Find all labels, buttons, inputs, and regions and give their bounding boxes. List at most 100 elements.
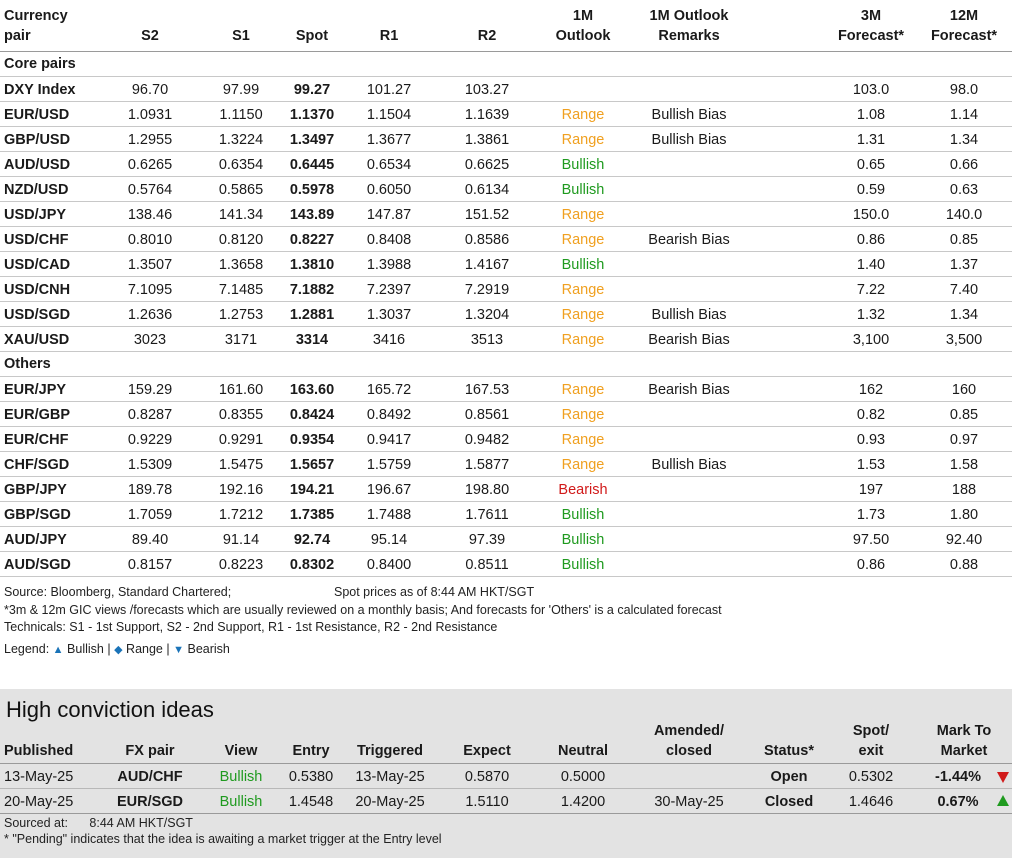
remarks-value: Bullish Bias	[651, 132, 727, 148]
legend-range: Range	[126, 641, 163, 656]
forecast-footnote: *3m & 12m GIC views /forecasts which are…	[4, 602, 722, 617]
outlook-value: Bullish	[561, 507, 605, 523]
hci-header-mtm-line2: Market	[940, 743, 988, 759]
r1-value: 1.3988	[366, 257, 412, 273]
pair-name: USD/CNH	[4, 282, 71, 298]
r1-value: 7.2397	[366, 282, 412, 298]
s1-value: 97.99	[222, 82, 260, 98]
header-r1: R1	[379, 28, 399, 44]
spot-value: 1.7385	[289, 507, 335, 523]
s2-value: 1.7059	[127, 507, 173, 523]
table-row: XAU/USD 3023 3171 3314 3416 3513 3,100 3,500 Ran…	[0, 327, 1012, 352]
header-pair-line2: pair	[4, 28, 31, 44]
r1-value: 0.9417	[366, 432, 412, 448]
hci-header-amended-line2: closed	[666, 743, 712, 759]
s1-value: 141.34	[218, 207, 264, 223]
s2-value: 189.78	[127, 482, 173, 498]
table-row: DXY Index 96.70 97.99 99.27 101.27 103.27 103.…	[0, 77, 1012, 102]
r2-value: 103.27	[464, 82, 510, 98]
f3m-value: 1.31	[856, 132, 886, 148]
spot-value: 1.5657	[289, 457, 335, 473]
f12m-value: 188	[951, 482, 977, 498]
table-row: GBP/USD 1.2955 1.3224 1.3497 1.3677 1.3861 1.3…	[0, 127, 1012, 152]
triggered-value: 13-May-25	[355, 769, 425, 785]
view-value: Bullish	[219, 794, 263, 810]
r2-value: 167.53	[464, 382, 510, 398]
r1-value: 147.87	[366, 207, 412, 223]
s2-value: 0.6265	[127, 157, 173, 173]
outlook-value: Bullish	[561, 557, 605, 573]
outlook-value: Range	[561, 307, 605, 323]
r1-value: 165.72	[366, 382, 412, 398]
pair-name: XAU/USD	[4, 332, 70, 348]
hci-header-mtm-line1: Mark To	[936, 723, 992, 739]
mtm-value: -1.44%	[935, 769, 981, 785]
outlook-value: Range	[561, 432, 605, 448]
table-body: Core pairs DXY Index 96.70 97.99 99.27 101.27…	[0, 52, 1012, 577]
pair-name: EUR/JPY	[4, 382, 67, 398]
r1-value: 101.27	[366, 82, 412, 98]
spot-value: 99.27	[293, 82, 331, 98]
notes: Source: Bloomberg, Standard Chartered; S…	[4, 584, 722, 658]
s2-value: 0.8157	[127, 557, 173, 573]
spot-value: 1.1370	[289, 107, 335, 123]
outlook-value: Range	[561, 207, 605, 223]
f3m-value: 0.86	[856, 232, 886, 248]
s1-value: 161.60	[218, 382, 264, 398]
pair-name: NZD/USD	[4, 182, 69, 198]
pair-name: AUD/JPY	[4, 532, 67, 548]
hci-header-fx-pair: FX pair	[125, 743, 175, 759]
f12m-value: 3,500	[945, 332, 983, 348]
f12m-value: 0.97	[949, 432, 979, 448]
remarks-value: Bullish Bias	[651, 107, 727, 123]
spot-time-note: Spot prices as of 8:44 AM HKT/SGT	[334, 585, 535, 599]
header-12m-line2: Forecast*	[930, 28, 998, 44]
technicals-note: Technicals: S1 - 1st Support, S2 - 2nd S…	[4, 620, 498, 634]
r2-value: 151.52	[464, 207, 510, 223]
f3m-value: 0.65	[856, 157, 886, 173]
r2-value: 1.5877	[464, 457, 510, 473]
f12m-value: 160	[951, 382, 977, 398]
s2-value: 1.2636	[127, 307, 173, 323]
f3m-value: 150.0	[852, 207, 890, 223]
table-row: USD/SGD 1.2636 1.2753 1.2881 1.3037 1.3204 1.3…	[0, 302, 1012, 327]
pair-name: CHF/SGD	[4, 457, 70, 473]
r2-value: 0.6134	[464, 182, 510, 198]
spot-value: 0.5978	[289, 182, 335, 198]
s2-value: 89.40	[131, 532, 169, 548]
s2-value: 1.3507	[127, 257, 173, 273]
pair-name: AUD/USD	[4, 157, 71, 173]
r2-value: 0.8511	[465, 557, 509, 573]
legend-separator: |	[166, 641, 170, 656]
f12m-value: 0.66	[949, 157, 979, 173]
table-row: GBP/SGD 1.7059 1.7212 1.7385 1.7488 1.7611 1.7…	[0, 502, 1012, 527]
pair-name: GBP/JPY	[4, 482, 67, 498]
hci-footer-divider	[0, 813, 1012, 814]
spot-value: 7.1882	[289, 282, 335, 298]
s2-value: 96.70	[131, 82, 169, 98]
hci-sourced: Sourced at: 8:44 AM HKT/SGT	[4, 815, 193, 831]
amended-value: 30-May-25	[654, 794, 724, 810]
mtm-value: 0.67%	[937, 794, 979, 810]
f3m-value: 197	[858, 482, 884, 498]
s1-value: 1.2753	[218, 307, 264, 323]
triangle-down-icon: ▼	[173, 643, 184, 656]
legend-separator: |	[107, 641, 111, 656]
outlook-value: Bullish	[561, 182, 605, 198]
remarks-value: Bullish Bias	[651, 457, 727, 473]
outlook-value: Range	[561, 282, 605, 298]
f3m-value: 3,100	[852, 332, 890, 348]
hci-row: 20-May-25 EUR/SGD Bullish 1.4548 20-May-25 1.…	[0, 789, 1012, 814]
s2-value: 0.9229	[127, 432, 173, 448]
expect-value: 1.5110	[465, 794, 509, 810]
spot-value: 1.3810	[289, 257, 335, 273]
expect-value: 0.5870	[464, 769, 510, 785]
s2-value: 1.2955	[127, 132, 173, 148]
pair-name: GBP/USD	[4, 132, 71, 148]
s1-value: 1.3658	[218, 257, 264, 273]
pair-name: USD/CHF	[4, 232, 69, 248]
pair-name: GBP/SGD	[4, 507, 71, 523]
header-r2: R2	[477, 28, 497, 44]
r1-value: 0.8492	[366, 407, 412, 423]
spot-value: 1.3497	[289, 132, 335, 148]
